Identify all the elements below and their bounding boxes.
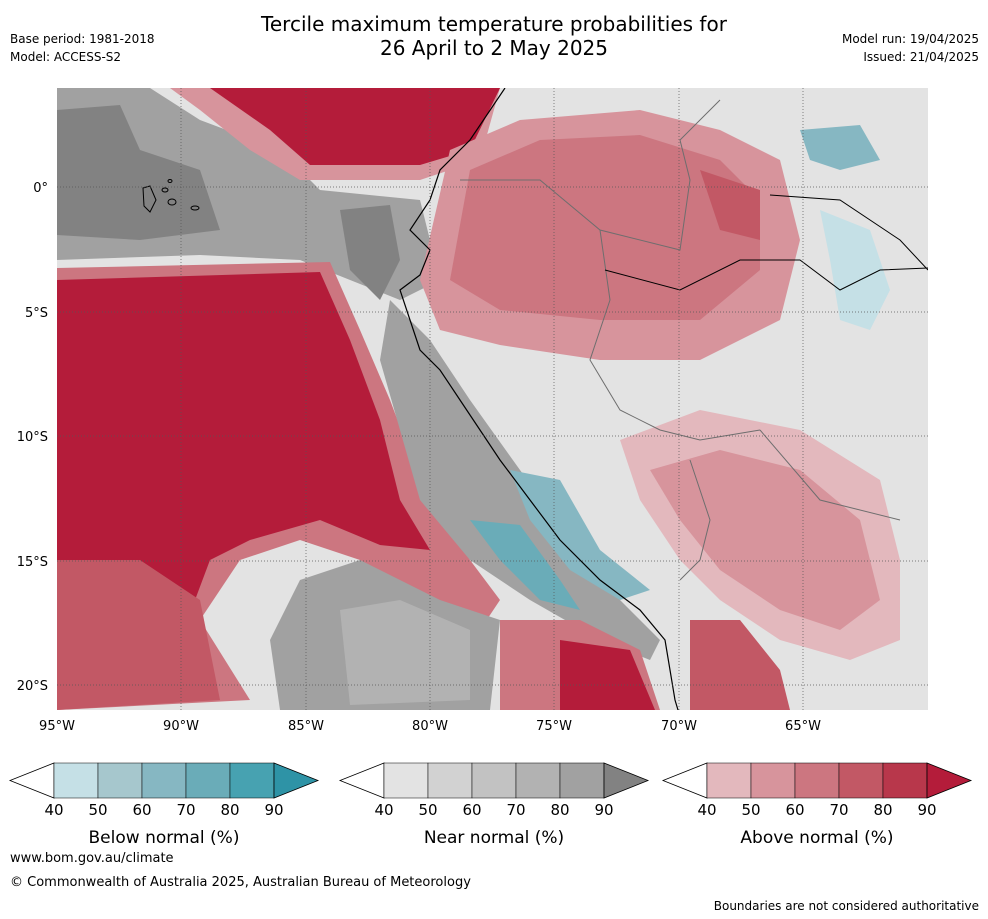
below-normal-northeast [800, 125, 880, 170]
colorbar-tick: 70 [506, 801, 525, 819]
colorbar-extend-high [603, 762, 650, 799]
colorbar-cell [706, 762, 752, 799]
longitude-labels: 95°W 90°W 85°W 80°W 75°W 70°W 65°W [39, 719, 821, 734]
colorbar-cell [750, 762, 796, 799]
map-title: Tercile maximum temperature probabilitie… [0, 12, 988, 60]
colorbar-extend-low [661, 762, 708, 799]
colorbar-2: 40 50 60 70 80 90 Above normal (%) [661, 762, 973, 848]
above-normal-chile-north [690, 620, 790, 710]
base-period: Base period: 1981-2018 [10, 32, 155, 46]
map-field [57, 88, 928, 710]
colorbar-tick: 70 [829, 801, 848, 819]
colorbar-tick: 40 [697, 801, 716, 819]
colorbar-cell [185, 762, 231, 799]
lat-label: 5°S [25, 306, 48, 321]
colorbar-tick: 90 [917, 801, 936, 819]
colorbar-extend-high [926, 762, 973, 799]
colorbar-cell [427, 762, 473, 799]
colorbar-tick: 50 [88, 801, 107, 819]
latitude-labels: 0° 5°S 10°S 15°S 20°S [17, 181, 48, 694]
meta-right: Model run: 19/04/2025 Issued: 21/04/2025 [842, 30, 979, 66]
near-normal-south-ocean-inner [340, 600, 470, 705]
lat-label: 15°S [17, 555, 48, 570]
colorbar-label: Below normal (%) [89, 828, 240, 848]
graticule [57, 88, 928, 710]
colorbar-tick: 70 [176, 801, 195, 819]
colorbar-cell [838, 762, 884, 799]
lon-label: 65°W [785, 719, 821, 734]
lat-label: 20°S [17, 679, 48, 694]
colorbar-cell [515, 762, 561, 799]
colorbar-cell [141, 762, 187, 799]
country-borders [460, 99, 901, 581]
colorbar-cell [882, 762, 928, 799]
issued-date: Issued: 21/04/2025 [863, 50, 979, 64]
footer-url: www.bom.gov.au/climate [10, 851, 174, 866]
colorbar-extend-low [338, 762, 385, 799]
footer-note: Boundaries are not considered authoritat… [713, 899, 979, 913]
near-normal-band-north [57, 88, 440, 300]
colorbar-tick: 40 [44, 801, 63, 819]
colorbars: 40 50 60 70 80 90 Below normal (%) 40 50 60 70 80 90… [8, 762, 973, 848]
colorbar-tick: 50 [418, 801, 437, 819]
lon-label: 95°W [39, 719, 75, 734]
lat-label: 10°S [17, 430, 48, 445]
colorbar-tick: 80 [220, 801, 239, 819]
above-normal-north-core [210, 88, 500, 165]
colorbar-label: Near normal (%) [424, 828, 564, 848]
above-normal-atacama-core [560, 640, 655, 710]
colorbar-tick: 90 [594, 801, 613, 819]
amazon-river [604, 194, 928, 291]
above-normal-ocean-core [57, 272, 430, 640]
coastline [399, 88, 679, 710]
below-normal-andes-south [470, 520, 580, 610]
lon-label: 80°W [412, 719, 448, 734]
colorbar-tick: 60 [462, 801, 481, 819]
lon-label: 90°W [163, 719, 199, 734]
above-normal-amazon-peak [700, 170, 760, 240]
model-run: Model run: 19/04/2025 [841, 32, 979, 46]
colorbar-tick: 90 [264, 801, 283, 819]
colorbar-tick: 60 [785, 801, 804, 819]
lon-label: 70°W [661, 719, 697, 734]
colorbar-tick: 50 [741, 801, 760, 819]
above-normal-amazon-core [450, 135, 760, 320]
below-normal-andes [510, 470, 650, 600]
colorbar-extend-high [273, 762, 320, 799]
colorbar-tick: 80 [873, 801, 892, 819]
colorbar-cell [53, 762, 99, 799]
above-normal-southwest [57, 560, 220, 710]
near-normal-core-coast [340, 205, 400, 300]
lon-label: 85°W [288, 719, 324, 734]
colorbar-tick: 40 [374, 801, 393, 819]
colorbar-cell [97, 762, 143, 799]
above-normal-bolivia-core [650, 450, 880, 630]
model-name: Model: ACCESS-S2 [10, 50, 122, 64]
colorbar-tick: 60 [132, 801, 151, 819]
galapagos-islands [142, 179, 200, 213]
colorbar-cell [229, 762, 275, 799]
colorbar-tick: 80 [550, 801, 569, 819]
colorbar-1: 40 50 60 70 80 90 Near normal (%) [338, 762, 650, 848]
title-line-1: Tercile maximum temperature probabilitie… [261, 12, 727, 36]
lat-label: 0° [33, 181, 48, 196]
colorbar-cell [471, 762, 517, 799]
near-normal-core-galapagos [57, 105, 220, 240]
colorbar-cell [559, 762, 605, 799]
footer-copyright: © Commonwealth of Australia 2025, Austra… [10, 875, 471, 890]
colorbar-cell [383, 762, 429, 799]
colorbar-0: 40 50 60 70 80 90 Below normal (%) [8, 762, 320, 848]
title-line-2: 26 April to 2 May 2025 [380, 36, 608, 60]
meta-left: Base period: 1981-2018 Model: ACCESS-S2 [10, 30, 155, 66]
colorbar-label: Above normal (%) [740, 828, 893, 848]
below-normal-amazon-east [820, 210, 890, 330]
lon-label: 75°W [536, 719, 572, 734]
colorbar-extend-low [8, 762, 55, 799]
colorbar-cell [794, 762, 840, 799]
